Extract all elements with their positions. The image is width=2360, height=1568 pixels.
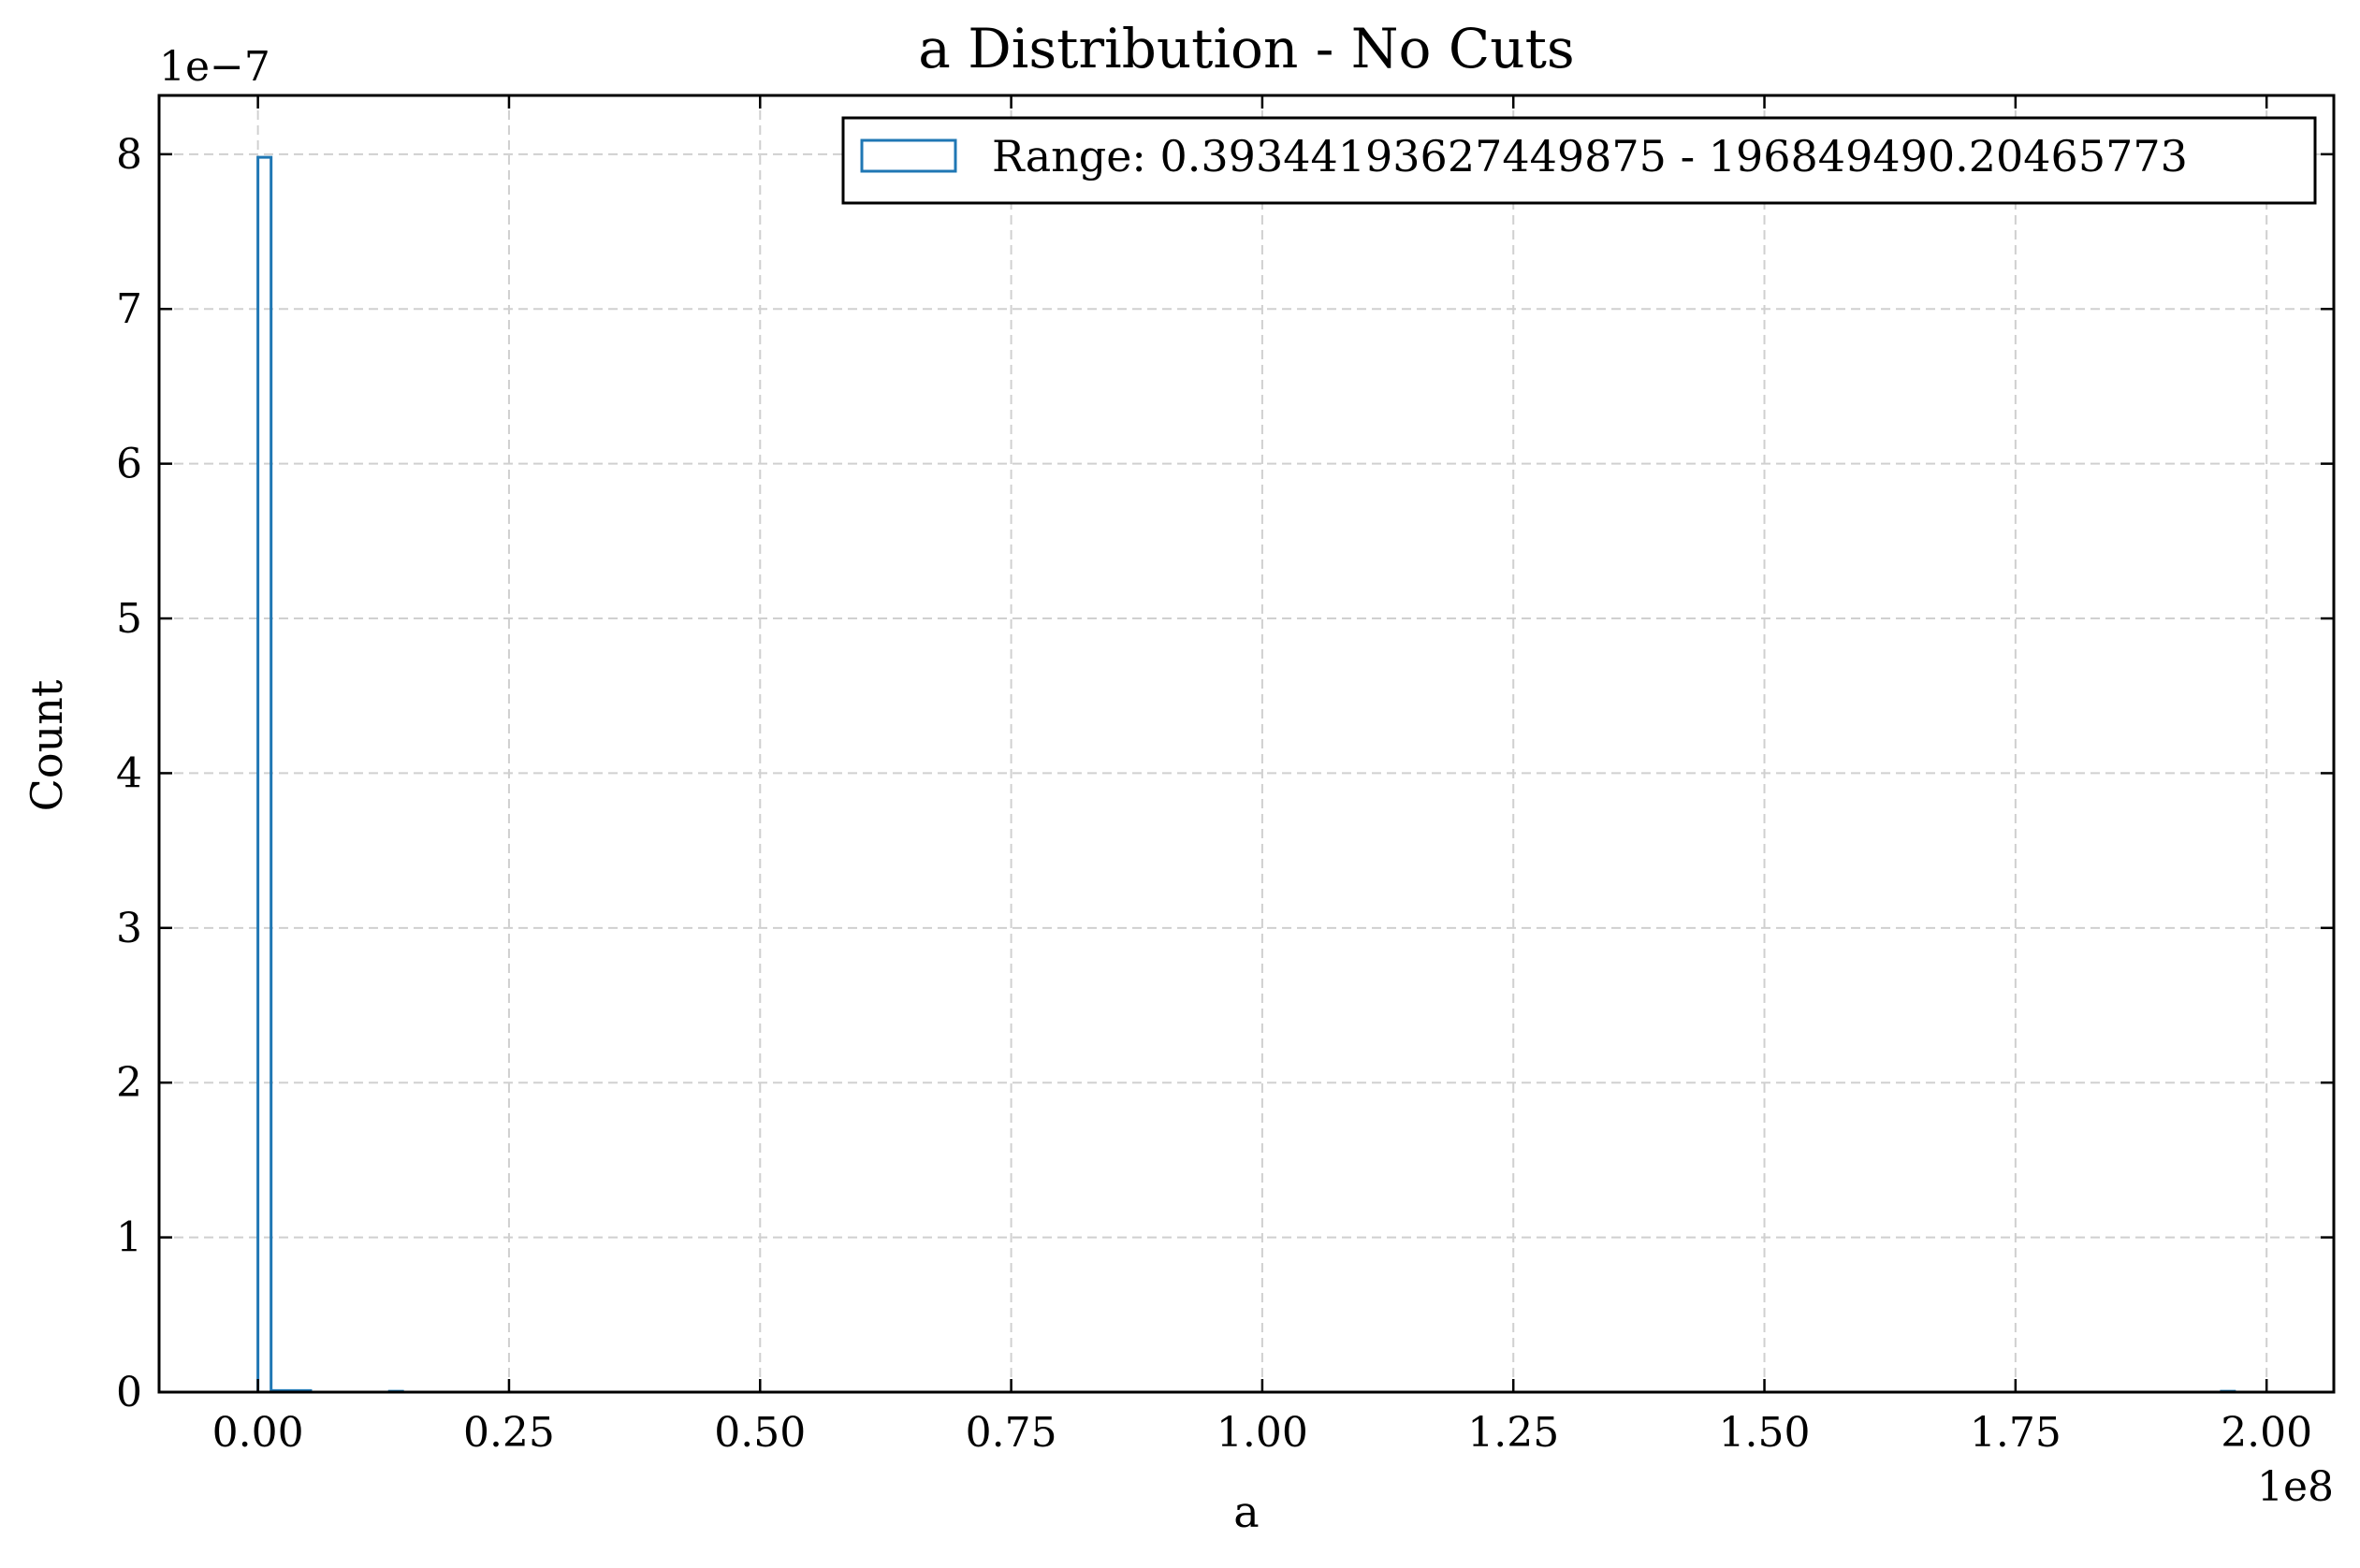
legend-label: Range: 0.39344193627449875 - 196849490.2… xyxy=(992,131,2188,181)
x-axis-label: a xyxy=(1233,1487,1259,1537)
x-tick-label: 0.25 xyxy=(463,1409,555,1457)
x-tick-label: 1.75 xyxy=(1970,1409,2061,1457)
y-tick-label: 0 xyxy=(116,1369,142,1416)
y-axis-label: Count xyxy=(22,679,72,811)
y-axis-offset-label: 1e−7 xyxy=(159,43,270,91)
histogram-step-outline xyxy=(256,155,2236,1394)
y-tick-label: 5 xyxy=(116,595,142,643)
x-axis-offset-label: 1e8 xyxy=(2257,1463,2334,1511)
legend-frame xyxy=(841,116,2317,205)
grid xyxy=(159,95,2334,1393)
x-tick-label: 1.00 xyxy=(1216,1409,1308,1457)
histogram-series xyxy=(256,155,2236,1394)
chart-title: a Distribution - No Cuts xyxy=(918,17,1574,80)
x-tick-label: 1.25 xyxy=(1467,1409,1559,1457)
histogram-bin xyxy=(258,157,271,1392)
x-tick-label: 0.50 xyxy=(714,1409,806,1457)
x-tick-label: 2.00 xyxy=(2221,1409,2312,1457)
x-tick-label: 0.00 xyxy=(212,1409,304,1457)
legend-swatch xyxy=(860,138,957,173)
legend: Range: 0.39344193627449875 - 196849490.2… xyxy=(841,116,2317,205)
y-tick-label: 3 xyxy=(116,905,142,952)
y-tick-label: 2 xyxy=(116,1059,142,1107)
ticks: 0.00 0.25 0.50 0.75 1.00 1.25 1.50 1.75 2.00 0 1 2 3… xyxy=(116,95,2334,1457)
plot-frame xyxy=(157,94,2336,1394)
axes xyxy=(157,94,2336,1394)
x-tick-label: 1.50 xyxy=(1719,1409,1811,1457)
y-tick-label: 7 xyxy=(116,285,142,333)
y-tick-label: 6 xyxy=(116,441,142,488)
y-tick-label: 1 xyxy=(116,1214,142,1262)
x-tick-label: 0.75 xyxy=(966,1409,1057,1457)
y-tick-label: 4 xyxy=(116,749,142,797)
y-tick-label: 8 xyxy=(116,131,142,179)
